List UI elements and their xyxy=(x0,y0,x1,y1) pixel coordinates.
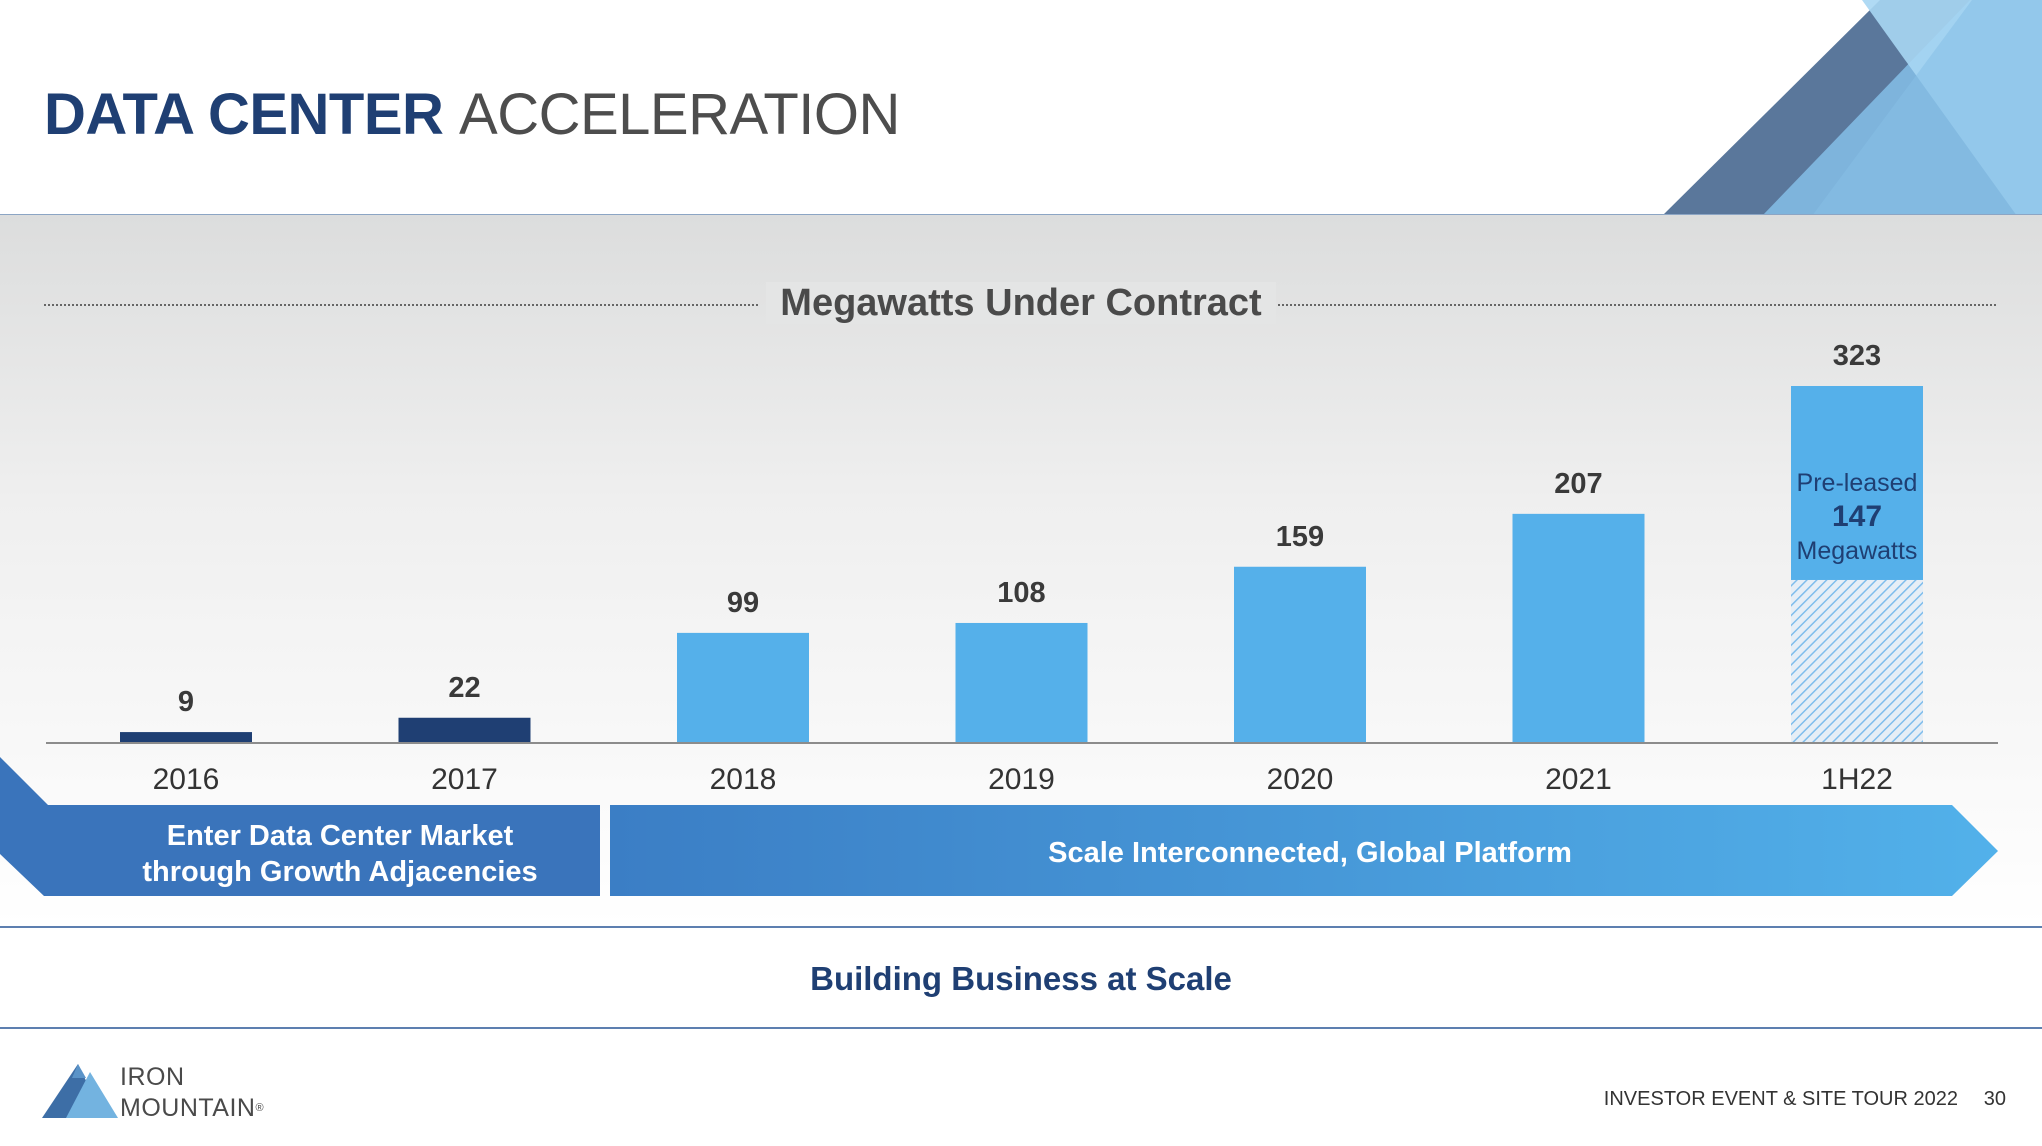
annotation-number: 147 xyxy=(1831,500,1883,533)
logo-wordmark: IRON MOUNTAIN® xyxy=(120,1063,265,1122)
phase1-arrow xyxy=(0,757,600,896)
bar-annotation-pre-leased: Pre-leased 147 Megawatts xyxy=(1771,466,1943,568)
value-label-1H22: 323 xyxy=(1832,340,1882,372)
value-label-2021: 207 xyxy=(1554,467,1603,500)
chart-title: Megawatts Under Contract xyxy=(0,281,2042,325)
iron-mountain-logo-icon xyxy=(42,1064,118,1118)
title-light: ACCELERATION xyxy=(459,82,900,147)
phase2-label: Scale Interconnected, Global Platform xyxy=(1048,837,1572,869)
value-label-2018: 99 xyxy=(726,586,760,619)
x-tick-1H22: 1H22 xyxy=(1821,763,1893,796)
bar-1H22 xyxy=(1791,386,1923,580)
x-tick-2021: 2021 xyxy=(1545,763,1612,796)
value-label-2017: 22 xyxy=(448,671,481,704)
value-label-2020: 159 xyxy=(1275,520,1325,553)
value-label-2019: 108 xyxy=(997,576,1046,609)
x-tick-2016: 2016 xyxy=(152,763,220,796)
bar-2020 xyxy=(1234,566,1366,742)
phase1-label: Enter Data Center Market through Growth … xyxy=(142,820,538,888)
bar-2018 xyxy=(677,632,809,742)
mountain-corner-graphic xyxy=(1662,0,2042,216)
bar-2016 xyxy=(120,732,252,742)
phase2-arrow xyxy=(610,805,1998,896)
x-tick-2017: 2017 xyxy=(431,763,498,796)
x-tick-2019: 2019 xyxy=(988,763,1055,796)
slide-title: DATA CENTER ACCELERATION xyxy=(44,82,900,148)
bar-2017 xyxy=(398,717,531,742)
bar-2019 xyxy=(955,622,1088,742)
value-label-2016: 9 xyxy=(177,686,195,719)
page-number: 30 xyxy=(1983,1088,2006,1110)
bar-2021 xyxy=(1512,513,1645,742)
bar-1H22-pre-leased xyxy=(1791,579,1923,742)
annotation-line1: Pre-leased xyxy=(1796,469,1918,497)
slide-subtitle: Building Business at Scale xyxy=(810,960,1232,997)
x-tick-2018: 2018 xyxy=(709,763,777,796)
band-bottom-divider xyxy=(0,926,2042,928)
annotation-line3: Megawatts xyxy=(1796,537,1918,565)
title-bold: DATA CENTER xyxy=(44,82,444,147)
x-tick-2020: 2020 xyxy=(1266,763,1334,796)
footer-event-name: INVESTOR EVENT & SITE TOUR 2022 xyxy=(1603,1088,1958,1110)
footer-divider xyxy=(0,1027,2042,1029)
